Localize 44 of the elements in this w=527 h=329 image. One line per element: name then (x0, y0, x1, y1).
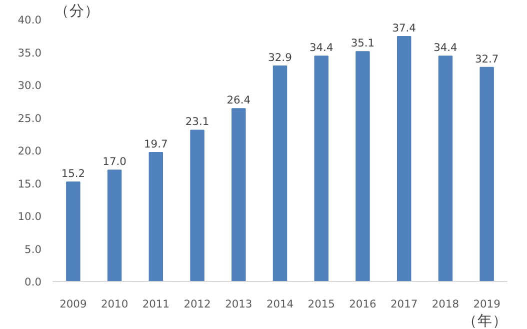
bar (314, 56, 328, 282)
bar (107, 170, 122, 282)
x-tick-label: 2011 (142, 298, 170, 310)
x-tick-label: 2010 (100, 298, 128, 310)
data-label: 23.1 (185, 115, 210, 128)
bar (438, 56, 453, 282)
data-label: 35.1 (350, 36, 375, 50)
x-tick-label: 2013 (225, 298, 252, 310)
y-tick-label: 10.0 (18, 210, 42, 223)
y-tick-label: 20.0 (18, 144, 42, 158)
data-label: 34.4 (310, 41, 334, 54)
data-label: 26.4 (226, 94, 251, 107)
bar (396, 36, 412, 282)
x-tick-label: 2018 (432, 298, 460, 310)
bar (148, 152, 164, 282)
data-label: 17.0 (102, 155, 127, 168)
x-tick-label: 2016 (349, 298, 377, 310)
y-tick-label: 0.0 (24, 276, 42, 288)
y-tick-label: 15.0 (18, 177, 42, 190)
data-label: 19.7 (144, 137, 168, 150)
x-tick-label: 2012 (184, 298, 211, 310)
bar (272, 66, 288, 282)
bar (190, 130, 204, 282)
bar (232, 108, 246, 282)
x-tick-label: 2009 (60, 298, 87, 310)
y-tick-label: 30.0 (18, 79, 42, 92)
data-label: 34.4 (434, 41, 458, 54)
data-label: 32.7 (474, 52, 499, 66)
y-tick-label: 25.0 (18, 112, 42, 125)
y-axis-title: （分） (54, 2, 100, 20)
x-tick-label: 2015 (308, 298, 335, 310)
y-tick-label: 40.0 (18, 14, 42, 26)
x-tick-label: 2014 (266, 298, 294, 310)
x-tick-label: 2019 (473, 298, 501, 310)
bar (480, 66, 494, 282)
bar (66, 181, 80, 282)
x-tick-label: 2017 (390, 298, 418, 310)
y-tick-label: 35.0 (18, 46, 42, 60)
data-label: 37.4 (392, 22, 416, 35)
x-axis-title: （年） (462, 312, 508, 329)
bar (356, 51, 370, 282)
data-label: 15.2 (61, 166, 86, 180)
data-label: 32.9 (268, 51, 292, 64)
y-tick-label: 5.0 (24, 242, 42, 256)
